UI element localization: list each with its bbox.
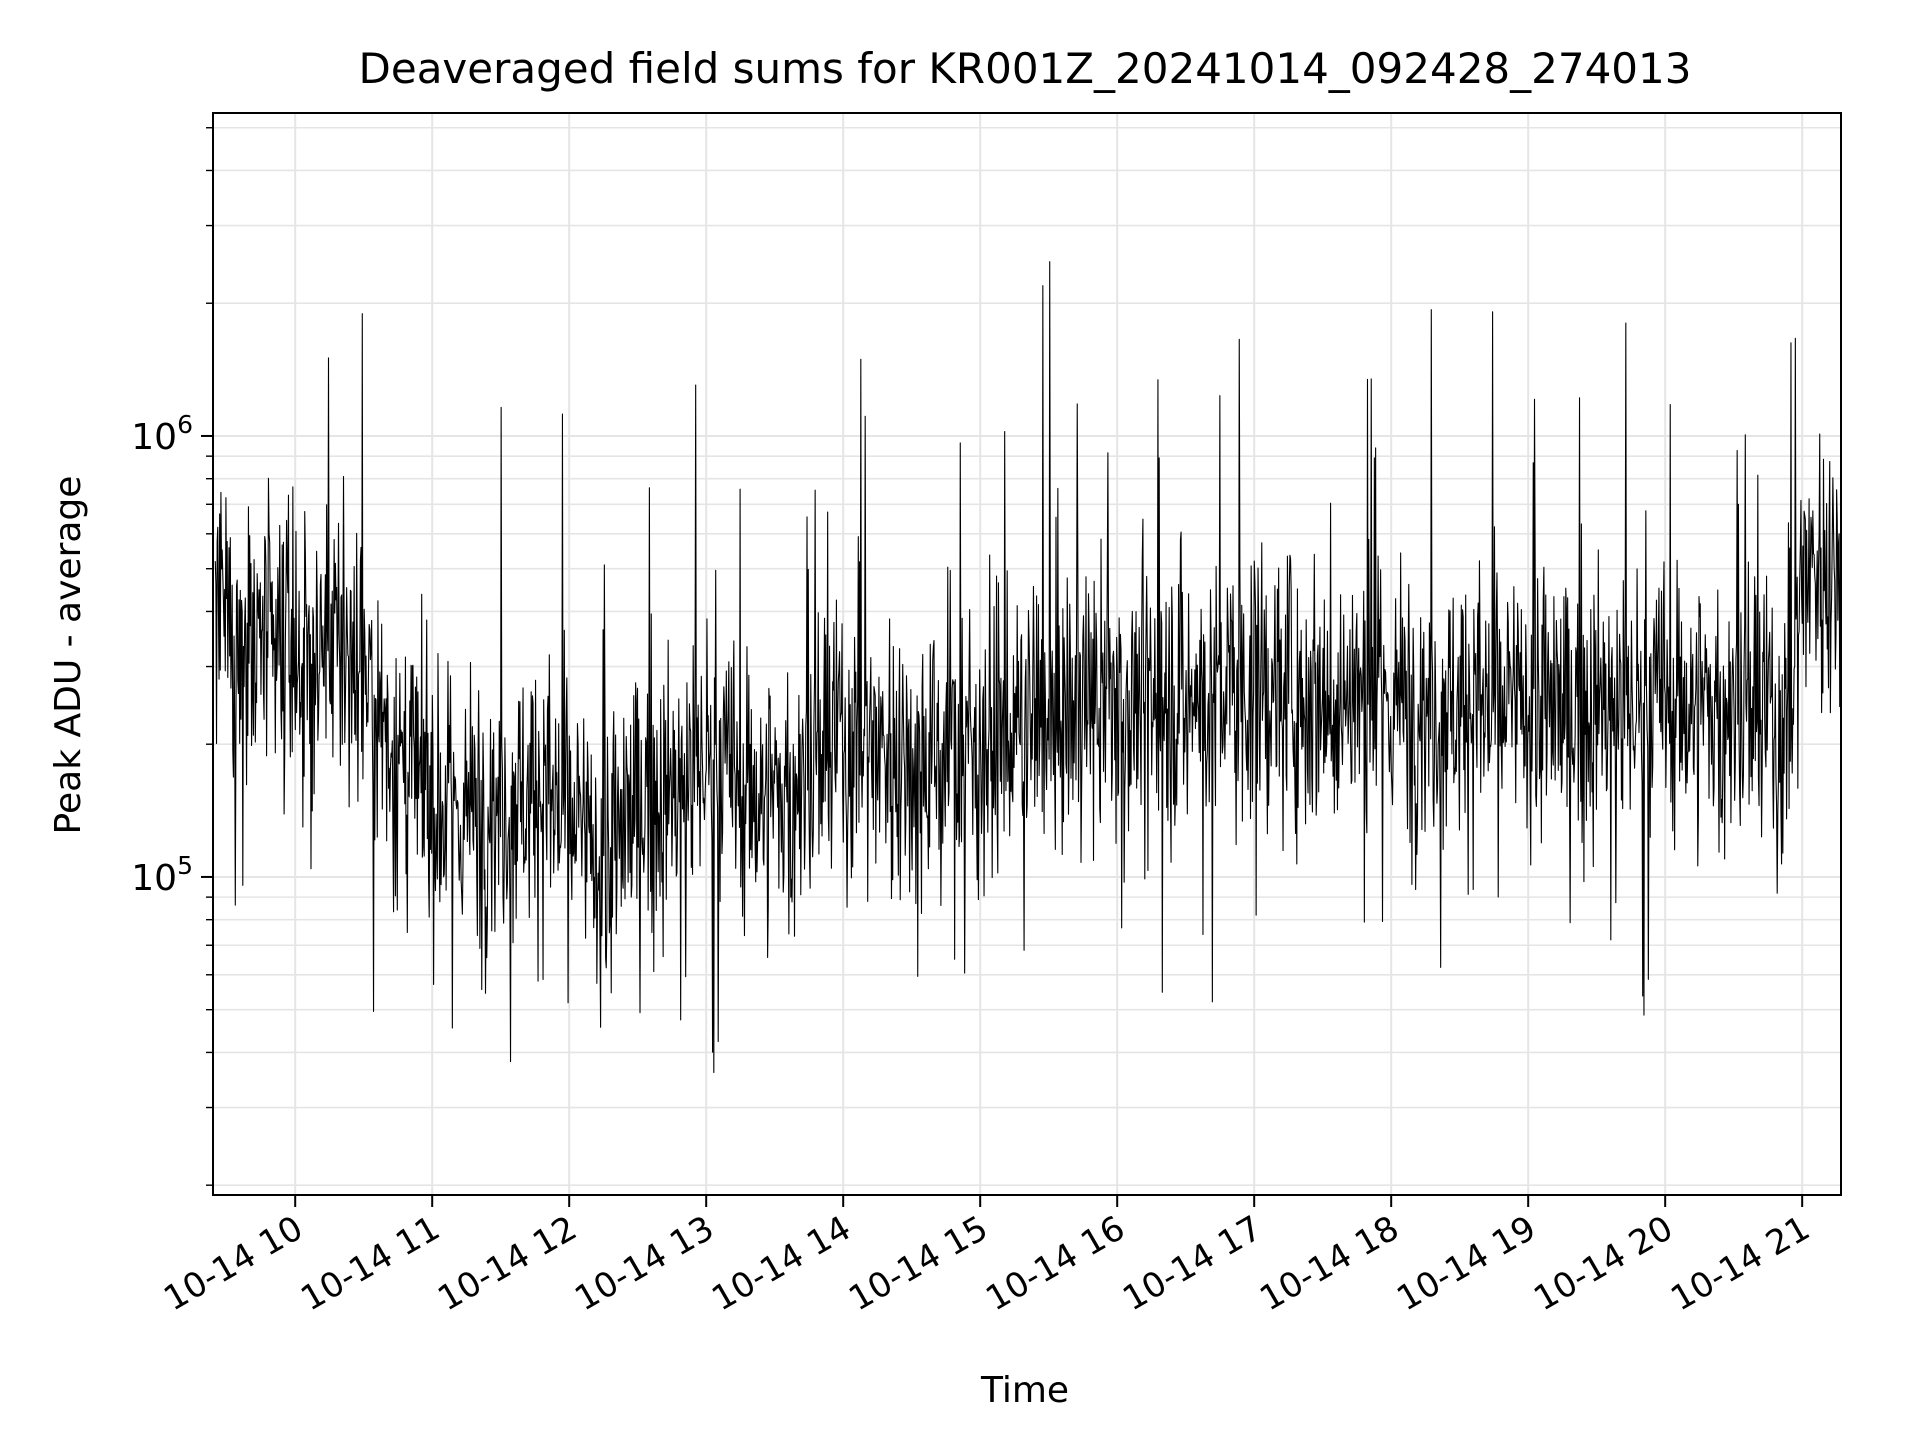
x-axis-label: Time: [980, 1370, 1069, 1411]
y-tick-label-exponent: 5: [177, 851, 193, 880]
y-tick-label-base: 10: [131, 858, 177, 899]
plot-frame: [212, 112, 1842, 1196]
y-tick-label: 106: [131, 410, 193, 458]
series-line: [214, 261, 1842, 1074]
plot-area: [214, 261, 1842, 1074]
chart-title: Deaveraged field sums for KR001Z_2024101…: [359, 44, 1692, 93]
y-tick-label-base: 10: [131, 417, 177, 458]
y-tick-label: 105: [131, 851, 193, 899]
y-axis-label: Peak ADU - average: [48, 476, 89, 835]
y-tick-label-exponent: 6: [177, 410, 193, 439]
